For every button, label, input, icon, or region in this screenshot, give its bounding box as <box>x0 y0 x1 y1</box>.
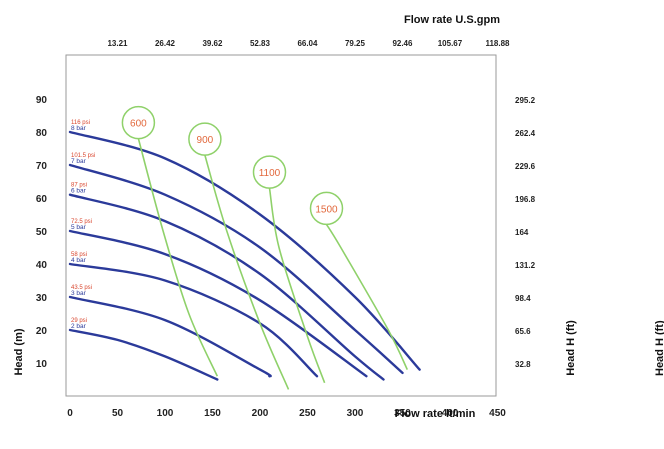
pressure-bar-label: 8 bar <box>71 125 87 132</box>
pressure-bar-label: 7 bar <box>71 158 87 165</box>
y2-tick-label: 295.2 <box>515 96 536 105</box>
y2-tick-label: 32.8 <box>515 360 531 369</box>
y-tick-label: 30 <box>36 293 48 304</box>
x2-tick-label: 92.46 <box>392 39 413 48</box>
x2-tick-label: 52.83 <box>250 39 271 48</box>
y-tick-label: 50 <box>36 227 48 238</box>
speed-marker <box>121 105 156 140</box>
y-tick-label: 40 <box>36 260 48 271</box>
y-tick-label: 10 <box>36 359 48 370</box>
pressure-curve <box>68 295 272 378</box>
pressure-curve <box>68 328 219 381</box>
pressure-bar-label: 2 bar <box>71 323 87 330</box>
x-tick-label: 400 <box>442 408 459 419</box>
y2-tick-label: 98.4 <box>515 294 531 303</box>
speed-curve <box>325 223 409 370</box>
pressure-bar-label: 4 bar <box>71 257 87 264</box>
x2-tick-label: 66.04 <box>297 39 318 48</box>
y2-tick-label: 131.2 <box>515 261 536 270</box>
y2-axis-title: Head H (ft) <box>565 320 577 376</box>
x2-tick-label: 118.88 <box>485 39 510 48</box>
x2-tick-label: 39.62 <box>202 39 223 48</box>
pressure-curve <box>68 163 404 375</box>
x-tick-label: 350 <box>394 408 411 419</box>
pressure-psi-label: 87 psi <box>71 183 87 189</box>
x2-tick-label: 79.25 <box>345 39 366 48</box>
speed-curve <box>204 154 290 390</box>
pressure-psi-label: 101.5 psi <box>71 153 95 159</box>
pressure-psi-label: 58 psi <box>71 252 87 258</box>
speed-label: 900 <box>197 135 214 146</box>
y2-tick-label: 196.8 <box>515 195 536 204</box>
y-tick-label: 90 <box>36 95 48 106</box>
x2-axis-title: Flow rate U.S.gpm <box>404 14 500 26</box>
y2-tick-label: 65.6 <box>515 327 531 336</box>
speed-label: 1500 <box>315 204 338 215</box>
x-axis-title: Flow rate lt/min <box>395 408 476 420</box>
cropped-y2-axis-title: Head H (ft) <box>654 320 664 376</box>
x-tick-label: 150 <box>204 408 221 419</box>
pressure-psi-label: 43.5 psi <box>71 285 92 291</box>
pressure-curve <box>68 229 368 378</box>
pressure-curve <box>68 130 421 371</box>
x-tick-label: 50 <box>112 408 124 419</box>
speed-label: 1100 <box>259 168 281 179</box>
speed-marker <box>309 191 344 226</box>
y2-tick-label: 229.6 <box>515 162 536 171</box>
y2-tick-label: 262.4 <box>515 129 536 138</box>
x-tick-label: 200 <box>252 408 269 419</box>
y-tick-label: 70 <box>36 161 48 172</box>
pressure-psi-label: 116 psi <box>71 120 90 126</box>
pressure-curve <box>68 262 319 378</box>
speed-label: 600 <box>130 119 147 130</box>
x-tick-label: 450 <box>489 408 506 419</box>
pressure-bar-label: 5 bar <box>71 224 87 231</box>
y-tick-label: 20 <box>36 326 48 337</box>
x-tick-label: 300 <box>347 408 364 419</box>
pressure-psi-label: 72.5 psi <box>71 219 92 225</box>
speed-marker <box>188 122 222 156</box>
pressure-psi-label: 29 psi <box>71 318 87 324</box>
x-tick-label: 0 <box>67 408 73 419</box>
x2-tick-label: 105.67 <box>438 39 463 48</box>
x-tick-label: 100 <box>157 408 174 419</box>
y-axis-title: Head (m) <box>13 328 25 375</box>
x2-tick-label: 26.42 <box>155 39 176 48</box>
y2-tick-label: 164 <box>515 228 529 237</box>
x2-tick-label: 13.21 <box>107 39 128 48</box>
x-tick-label: 250 <box>299 408 316 419</box>
pressure-curve <box>68 193 385 381</box>
y-tick-label: 60 <box>36 194 48 205</box>
pressure-bar-label: 3 bar <box>71 290 87 297</box>
speed-curve <box>137 138 219 377</box>
speed-curve <box>268 187 326 384</box>
pressure-bar-label: 6 bar <box>71 188 87 195</box>
speed-marker <box>252 155 287 189</box>
y-tick-label: 80 <box>36 128 48 139</box>
